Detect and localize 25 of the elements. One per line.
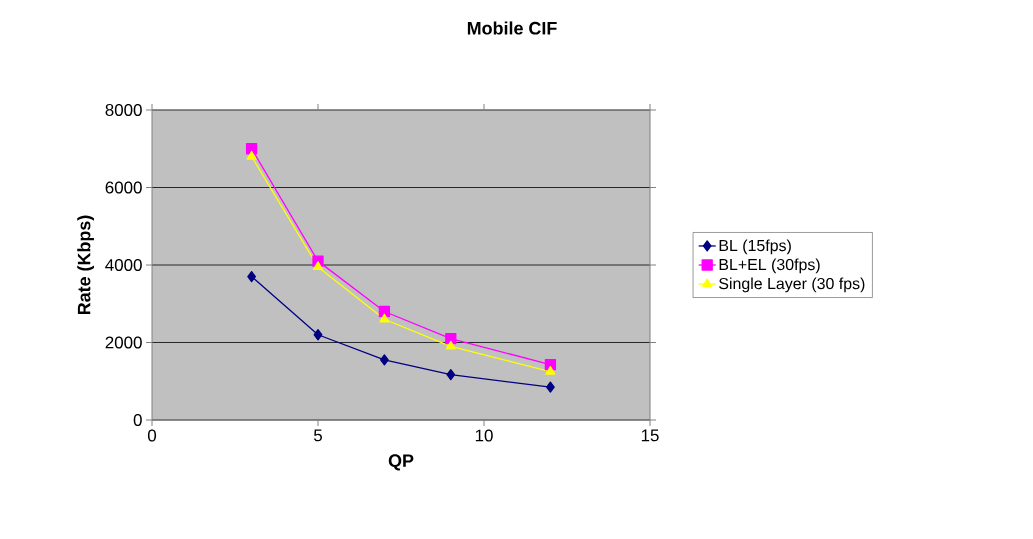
legend-label: Single Layer (30 fps) xyxy=(719,277,865,293)
point xyxy=(246,150,257,160)
x-tick-label: 0 xyxy=(147,429,157,442)
point xyxy=(313,261,323,271)
point xyxy=(313,329,323,341)
point xyxy=(546,381,555,393)
y-tick-label: 6000 xyxy=(105,181,142,194)
y-tick-label: 0 xyxy=(133,414,142,426)
y-tick-label: 8000 xyxy=(105,104,142,116)
x-tick-label: 15 xyxy=(641,429,659,442)
x-tick-label: 5 xyxy=(313,429,322,442)
x-axis-title: QP xyxy=(388,454,414,471)
point xyxy=(446,369,456,381)
y-axis-title: Rate (Kbps) xyxy=(77,215,94,315)
y-tick-label: 4000 xyxy=(105,259,142,271)
y-tick-label: 2000 xyxy=(105,336,142,349)
point xyxy=(445,340,456,350)
point xyxy=(379,313,390,323)
legend-label: BL+EL (30fps) xyxy=(719,258,820,274)
chart-title: Mobile CIF xyxy=(467,21,557,35)
legend-label: BL (15fps) xyxy=(719,239,791,255)
point xyxy=(380,354,389,366)
point xyxy=(245,143,258,155)
x-tick-label: 10 xyxy=(475,429,493,442)
point xyxy=(545,365,556,375)
